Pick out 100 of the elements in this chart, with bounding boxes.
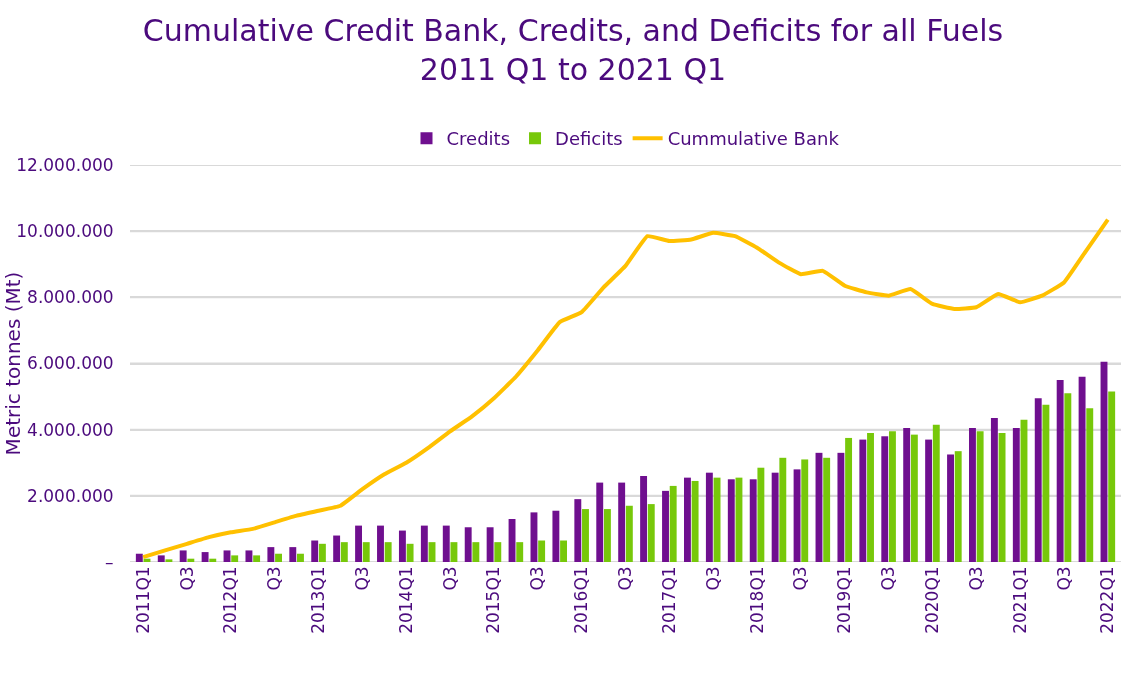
bar	[845, 437, 853, 562]
bar	[552, 510, 560, 562]
y-axis-title: Metric tonnes (Mt)	[1, 271, 26, 456]
bar	[574, 499, 582, 562]
y-tick-label: 6.000.000	[27, 353, 114, 374]
x-tick-label: 2019Q1	[834, 566, 855, 634]
y-tick-label: 4.000.000	[27, 419, 114, 440]
bar	[582, 509, 589, 562]
x-tick-label: 2020Q1	[921, 566, 942, 634]
x-tick-label: Q3	[615, 566, 636, 591]
y-tick-label: –	[105, 551, 114, 572]
x-tick-label: 2013Q1	[308, 566, 329, 634]
x-tick-label: 2014Q1	[395, 566, 416, 634]
legend-label: Deficits	[555, 128, 623, 150]
bar	[472, 542, 480, 562]
bar	[406, 543, 414, 562]
x-tick-label: 2017Q1	[658, 566, 679, 634]
bar	[1042, 404, 1050, 562]
x-tick-label: Q3	[965, 566, 986, 591]
bar	[1056, 380, 1064, 562]
bar	[823, 457, 831, 562]
bar	[187, 558, 195, 562]
bar	[757, 467, 765, 562]
x-tick-label: Q3	[439, 566, 460, 591]
bar	[867, 432, 874, 562]
x-tick-label: Q3	[527, 566, 548, 591]
y-tick-label: 2.000.000	[27, 485, 114, 506]
bar	[998, 432, 1006, 562]
bar	[771, 472, 779, 562]
x-tick-label: Q3	[878, 566, 899, 591]
bar	[201, 552, 209, 562]
bar	[516, 542, 524, 562]
bar	[1012, 428, 1020, 562]
x-tick-label: Q3	[176, 566, 197, 591]
bar	[779, 457, 787, 562]
bar	[398, 530, 406, 562]
bar	[165, 559, 173, 562]
bar	[683, 477, 691, 562]
bar	[618, 482, 626, 562]
bar	[179, 550, 187, 562]
bar	[596, 482, 604, 562]
x-tick-label: 2011Q1	[132, 566, 153, 634]
x-tick-label: 2021Q1	[1009, 566, 1030, 634]
bar	[1064, 393, 1072, 562]
line-series	[141, 217, 1110, 560]
bar	[355, 525, 363, 562]
bar	[275, 553, 282, 562]
x-tick-label: Q3	[790, 566, 811, 591]
bar	[976, 431, 984, 562]
bar	[793, 469, 801, 562]
bar	[157, 555, 165, 562]
bar	[705, 472, 713, 562]
bar	[450, 542, 458, 562]
bar	[749, 479, 757, 562]
bar	[640, 475, 648, 562]
bar	[1108, 391, 1116, 562]
x-tick-label: Q3	[264, 566, 285, 591]
x-tick-label: Q3	[1053, 566, 1074, 591]
bar	[801, 459, 809, 562]
bar	[932, 424, 940, 562]
x-tick-label: 2022Q1	[1097, 566, 1118, 634]
bar	[990, 418, 998, 562]
bar	[954, 451, 962, 562]
bar	[903, 428, 911, 562]
bar	[333, 535, 341, 562]
y-tick-label: 10.000.000	[16, 221, 114, 242]
legend-label: Credits	[446, 128, 511, 150]
x-tick-label: 2016Q1	[571, 566, 592, 634]
bar	[135, 553, 143, 562]
y-tick-label: 8.000.000	[27, 287, 114, 308]
bar	[1086, 408, 1094, 562]
bar	[625, 505, 633, 562]
bar	[223, 550, 231, 562]
x-tick-label: Q3	[702, 566, 723, 591]
bar	[289, 547, 297, 562]
bar	[377, 525, 384, 562]
bar	[311, 540, 319, 562]
bar	[837, 452, 845, 562]
bar	[231, 555, 239, 562]
bar	[464, 527, 472, 562]
bar	[486, 527, 494, 562]
bar	[910, 434, 918, 562]
bar	[1034, 398, 1042, 562]
bar	[442, 525, 450, 562]
bar	[253, 555, 261, 562]
bar	[209, 558, 217, 562]
bar	[969, 428, 976, 562]
bar	[1078, 376, 1086, 562]
bar	[362, 542, 370, 562]
bar	[245, 550, 253, 562]
bar	[859, 439, 867, 562]
bar	[947, 454, 954, 562]
bar	[494, 542, 502, 562]
x-tick-label: 2015Q1	[483, 566, 504, 634]
bar	[881, 436, 889, 562]
y-tick-label: 12.000.000	[16, 154, 114, 175]
x-tick-label: Q3	[351, 566, 372, 591]
bar	[538, 540, 546, 562]
bar	[647, 504, 655, 562]
bar	[727, 479, 735, 562]
